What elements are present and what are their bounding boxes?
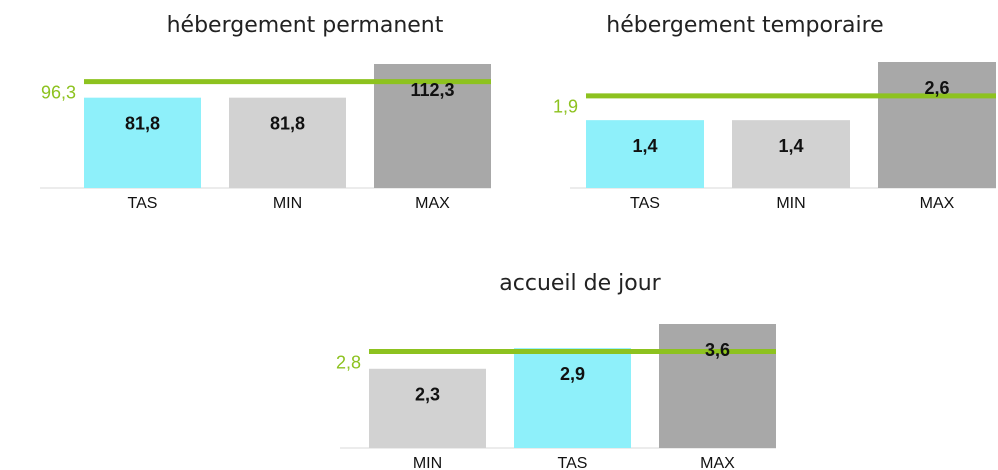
chart-title: accueil de jour (499, 271, 661, 296)
bar (229, 97, 346, 188)
value-label: 2,3 (415, 385, 440, 405)
category-label: MAX (700, 455, 735, 470)
category-label: TAS (128, 195, 158, 212)
bar (369, 368, 486, 448)
value-label: 1,4 (632, 136, 657, 156)
reference-label: 1,9 (553, 97, 578, 117)
category-label: MIN (776, 195, 805, 212)
bar (586, 120, 704, 188)
reference-label: 2,8 (336, 352, 361, 372)
category-label: MIN (273, 195, 302, 212)
bar (84, 97, 201, 188)
chart-title: hébergement temporaire (606, 13, 883, 38)
reference-label: 96,3 (41, 82, 76, 102)
value-label: 81,8 (125, 113, 160, 133)
bar (374, 64, 491, 188)
bar (514, 348, 631, 448)
bar (659, 324, 776, 448)
category-label: MAX (415, 195, 450, 212)
bar (732, 120, 850, 188)
category-label: TAS (630, 195, 660, 212)
category-label: MAX (920, 195, 955, 212)
value-label: 3,6 (705, 340, 730, 360)
category-label: MIN (413, 455, 442, 470)
chart-title: hébergement permanent (167, 13, 444, 38)
bar (878, 62, 996, 188)
value-label: 2,6 (924, 78, 949, 98)
value-label: 81,8 (270, 113, 305, 133)
category-label: TAS (558, 455, 588, 470)
value-label: 2,9 (560, 364, 585, 384)
value-label: 112,3 (410, 80, 454, 100)
value-label: 1,4 (778, 136, 803, 156)
